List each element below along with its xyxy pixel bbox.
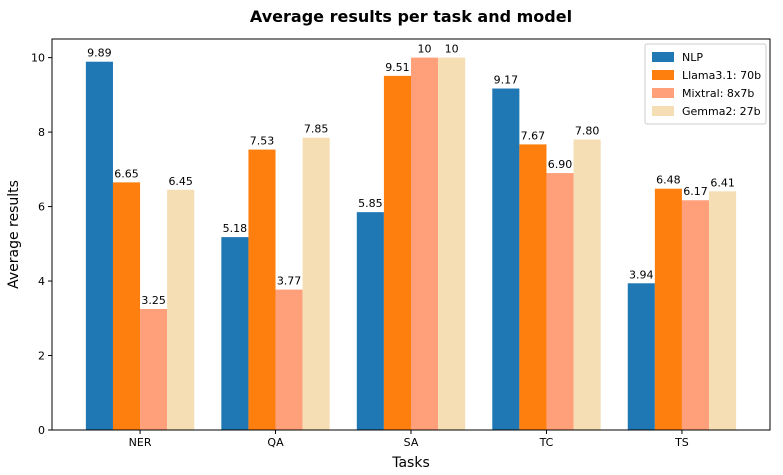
- y-tick-label: 2: [38, 350, 45, 363]
- y-tick-label: 0: [38, 424, 45, 437]
- bar-value-label: 6.41: [710, 176, 735, 189]
- legend-label: Llama3.1: 70b: [682, 69, 761, 82]
- bar-sa-series-0: [356, 212, 384, 430]
- bar-value-label: 7.85: [304, 123, 329, 136]
- bar-sa-series-2: [411, 57, 439, 430]
- bar-ts-series-0: [627, 283, 655, 430]
- bar-ner-series-1: [112, 182, 141, 430]
- legend-label: NLP: [682, 51, 703, 64]
- legend-swatch: [652, 52, 674, 62]
- bar-value-label: 9.17: [494, 74, 519, 87]
- bar-value-label: 9.89: [87, 47, 112, 60]
- legend-box: [644, 43, 767, 125]
- bar-value-label: 5.18: [223, 222, 248, 235]
- bar-value-label: 6.90: [548, 158, 573, 171]
- bar-ts-series-3: [709, 191, 737, 430]
- y-tick-label: 8: [38, 126, 45, 139]
- y-axis-label: Average results: [6, 180, 22, 289]
- bar-value-label: 6.17: [683, 185, 708, 198]
- legend-swatch: [652, 70, 674, 80]
- bar-tc-series-1: [519, 144, 547, 431]
- x-tick-label: TS: [674, 436, 689, 449]
- x-tick-label: NER: [129, 436, 152, 449]
- legend-label: Mixtral: 8x7b: [682, 87, 754, 100]
- bar-ner-series-3: [167, 189, 195, 430]
- bar-value-label: 7.67: [521, 129, 546, 142]
- y-tick-label: 4: [38, 275, 45, 288]
- bar-ts-series-2: [681, 200, 710, 430]
- bar-ts-series-1: [654, 188, 682, 430]
- bar-value-label: 3.25: [141, 294, 166, 307]
- bar-ner-series-2: [140, 308, 168, 430]
- bar-value-label: 3.94: [629, 268, 654, 281]
- y-axis-ticks: 0 2 4 6 8 10: [31, 52, 52, 437]
- bar-sa-series-1: [383, 75, 411, 430]
- legend-swatch: [652, 106, 674, 116]
- bar-value-label: 6.45: [168, 175, 193, 188]
- bars-group: [85, 57, 737, 431]
- bar-sa-series-3: [438, 57, 466, 430]
- bar-value-label: 10: [445, 43, 459, 56]
- bar-qa-series-0: [221, 237, 249, 430]
- chart-title: Average results per task and model: [250, 7, 572, 26]
- bar-value-label: 9.51: [385, 61, 410, 74]
- x-tick-label: TC: [539, 436, 554, 449]
- legend-swatch: [652, 88, 674, 98]
- bar-tc-series-3: [573, 139, 601, 431]
- bar-value-label: 10: [418, 43, 432, 56]
- bar-qa-series-3: [302, 137, 330, 430]
- bar-tc-series-2: [546, 173, 574, 431]
- bar-value-label: 3.77: [277, 275, 302, 288]
- bar-ner-series-0: [85, 61, 113, 430]
- bar-value-label: 7.80: [575, 125, 600, 138]
- x-tick-label: SA: [404, 436, 419, 449]
- y-tick-label: 6: [38, 201, 45, 214]
- bar-qa-series-1: [248, 149, 276, 430]
- bar-labels-group: 9.89 6.65 3.25 6.45 5.18 7.53 3.77 7.85 5.85 9.51…: [87, 43, 735, 307]
- legend: NLP Llama3.1: 70b Mixtral: 8x7b Gemma2: 27b: [644, 43, 767, 125]
- bar-value-label: 7.53: [250, 135, 275, 148]
- x-tick-label: QA: [267, 436, 284, 449]
- bar-qa-series-2: [275, 289, 303, 430]
- bar-value-label: 6.65: [114, 167, 139, 180]
- bar-value-label: 5.85: [358, 197, 383, 210]
- bar-tc-series-0: [492, 88, 520, 430]
- x-axis-label: Tasks: [391, 455, 430, 471]
- bar-value-label: 6.48: [656, 174, 681, 187]
- x-axis-ticks: NER QA SA TC TS: [129, 430, 689, 449]
- legend-label: Gemma2: 27b: [682, 105, 761, 118]
- y-tick-label: 10: [31, 52, 45, 65]
